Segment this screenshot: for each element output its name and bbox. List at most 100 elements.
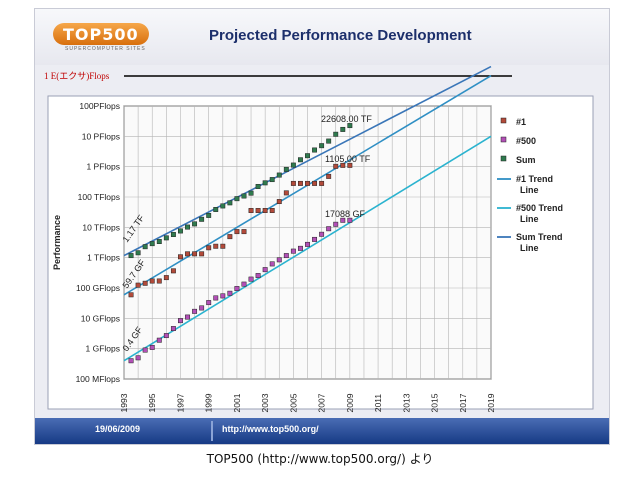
data-point	[170, 326, 176, 332]
data-point	[255, 273, 261, 279]
data-point	[305, 153, 310, 159]
data-point	[220, 293, 226, 299]
data-point	[128, 358, 134, 364]
data-point	[149, 241, 155, 247]
data-point	[340, 162, 346, 168]
x-tick-label: 2017	[458, 393, 468, 412]
x-tick-label: 2001	[232, 393, 242, 412]
data-point	[142, 280, 148, 286]
data-point	[326, 173, 332, 179]
data-point	[206, 245, 212, 251]
legend-label: #500	[516, 136, 536, 146]
data-point	[340, 126, 346, 132]
x-tick-label: 1999	[204, 393, 214, 412]
data-point	[297, 245, 303, 251]
data-point	[312, 147, 318, 153]
x-tick-label: 2005	[288, 393, 298, 412]
data-point	[333, 131, 339, 137]
y-tick-label: 10 TFlops	[82, 222, 120, 232]
slide-title: Projected Performance Development	[209, 27, 472, 44]
data-point	[255, 184, 261, 189]
footer-bar	[35, 418, 609, 444]
data-point	[213, 295, 219, 301]
data-point	[185, 314, 190, 320]
data-point	[206, 212, 212, 218]
data-point	[241, 229, 247, 235]
data-point	[255, 208, 261, 213]
data-point	[220, 203, 226, 209]
y-tick-label: 100 TFlops	[78, 192, 120, 202]
data-point	[234, 196, 240, 202]
caption: TOP500 (http://www.top500.org/) より	[206, 452, 434, 466]
data-point	[297, 157, 303, 163]
y-tick-label: 100PFlops	[79, 101, 120, 111]
data-point	[206, 300, 212, 306]
data-annotation: 17088 GF	[325, 209, 366, 219]
data-point	[128, 253, 134, 259]
x-tick-label: 2013	[401, 393, 411, 412]
y-tick-label: 100 MFlops	[76, 374, 120, 384]
data-point	[142, 347, 148, 353]
data-point	[262, 267, 268, 273]
data-point	[276, 257, 282, 263]
footer-date: 19/06/2009	[95, 424, 141, 434]
data-point	[241, 281, 247, 287]
data-point	[185, 251, 190, 257]
data-point	[248, 276, 254, 282]
data-point	[135, 355, 141, 361]
legend-label: Sum	[516, 155, 536, 165]
data-point	[283, 166, 289, 172]
x-tick-label: 1993	[119, 393, 129, 412]
y-tick-label: 1 PFlops	[86, 162, 120, 172]
data-point	[283, 190, 289, 196]
data-point	[241, 193, 247, 199]
data-point	[276, 199, 282, 205]
data-point	[170, 268, 176, 274]
data-point	[319, 143, 325, 149]
data-point	[319, 180, 325, 186]
data-point	[192, 221, 198, 227]
data-point	[163, 333, 169, 339]
logo-badge	[53, 23, 149, 45]
data-point	[227, 200, 233, 206]
top500-logo: TOP500 SUPERCOMPUTER SITES	[53, 23, 149, 53]
data-point	[135, 282, 141, 288]
data-point	[234, 286, 240, 291]
data-point	[199, 305, 205, 311]
legend-label: Sum Trend Line	[516, 232, 563, 253]
x-tick-label: 1997	[175, 393, 185, 412]
x-tick-label: 2009	[345, 393, 355, 412]
data-point	[326, 138, 332, 144]
data-point	[297, 180, 303, 186]
data-point	[142, 244, 148, 250]
logo-subtitle: SUPERCOMPUTER SITES	[65, 46, 146, 52]
data-point	[220, 243, 226, 249]
data-point	[199, 216, 205, 222]
y-tick-label: 10 GFlops	[81, 313, 120, 323]
data-point	[312, 180, 318, 186]
data-point	[178, 254, 183, 260]
data-point	[199, 251, 205, 257]
y-tick-label: 1 TFlops	[87, 253, 120, 263]
exaflops-label: 1 E(エクサ)Flops	[44, 71, 110, 81]
data-point	[185, 224, 190, 230]
legend-label: #1	[516, 117, 526, 127]
data-point	[290, 248, 296, 254]
y-axis-title: Performance	[52, 215, 62, 270]
x-tick-label: 2019	[486, 393, 496, 412]
data-point	[248, 190, 254, 196]
data-point	[262, 208, 268, 213]
data-point	[156, 239, 162, 244]
data-point	[163, 275, 169, 281]
data-point	[234, 229, 240, 235]
data-point	[227, 290, 233, 296]
x-tick-label: 2003	[260, 393, 270, 412]
data-point	[326, 226, 332, 232]
data-point	[156, 337, 162, 343]
data-point	[213, 243, 219, 249]
data-point	[156, 278, 162, 284]
data-point	[149, 344, 155, 350]
data-point	[178, 228, 183, 234]
data-point	[170, 232, 176, 237]
